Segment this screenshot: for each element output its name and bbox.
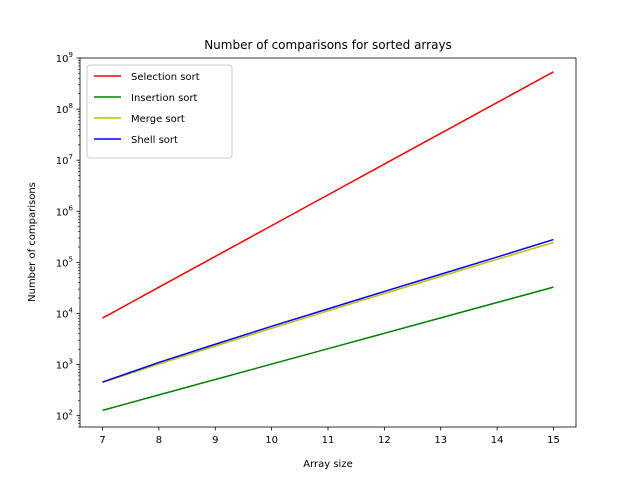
legend-label-insertion-sort: Insertion sort [131, 93, 198, 104]
x-tick-label: 14 [491, 435, 504, 446]
x-tick-label: 10 [265, 435, 278, 446]
x-axis-label: Array size [303, 459, 353, 470]
legend-label-shell-sort: Shell sort [131, 135, 178, 146]
x-tick-label: 9 [212, 435, 218, 446]
y-tick-label: 102 [56, 409, 73, 423]
legend-label-selection-sort: Selection sort [131, 72, 200, 83]
legend-box [86, 64, 233, 159]
x-tick-label: 15 [547, 435, 560, 446]
y-tick-label: 105 [56, 255, 73, 269]
series-line-selection-sort [102, 71, 554, 319]
x-tick-label: 11 [322, 435, 335, 446]
y-tick-label: 104 [56, 306, 74, 320]
series-lines [102, 71, 554, 412]
x-tick-label: 12 [378, 435, 391, 446]
x-tick-label: 8 [156, 435, 162, 446]
legend-label-merge-sort: Merge sort [131, 114, 185, 125]
x-axis-ticks: 7 8 9 10 11 12 13 14 15 [99, 427, 560, 446]
x-tick-label: 7 [99, 435, 105, 446]
y-axis-label: Number of comparisons [27, 182, 38, 302]
series-line-shell-sort [102, 238, 554, 383]
chart-title: Number of comparisons for sorted arrays [204, 38, 452, 52]
y-axis-ticks: 102 103 104 105 106 107 108 109 [56, 51, 80, 428]
y-tick-label: 107 [56, 153, 73, 167]
y-tick-label: 103 [56, 358, 73, 372]
series-line-insertion-sort [102, 286, 554, 412]
legend: Selection sort Insertion sort Merge sort Sh… [86, 64, 233, 159]
series-line-merge-sort [102, 241, 554, 384]
y-tick-label: 106 [56, 204, 74, 218]
y-tick-label: 109 [56, 51, 73, 65]
x-tick-label: 13 [434, 435, 447, 446]
y-tick-label: 108 [56, 102, 73, 116]
